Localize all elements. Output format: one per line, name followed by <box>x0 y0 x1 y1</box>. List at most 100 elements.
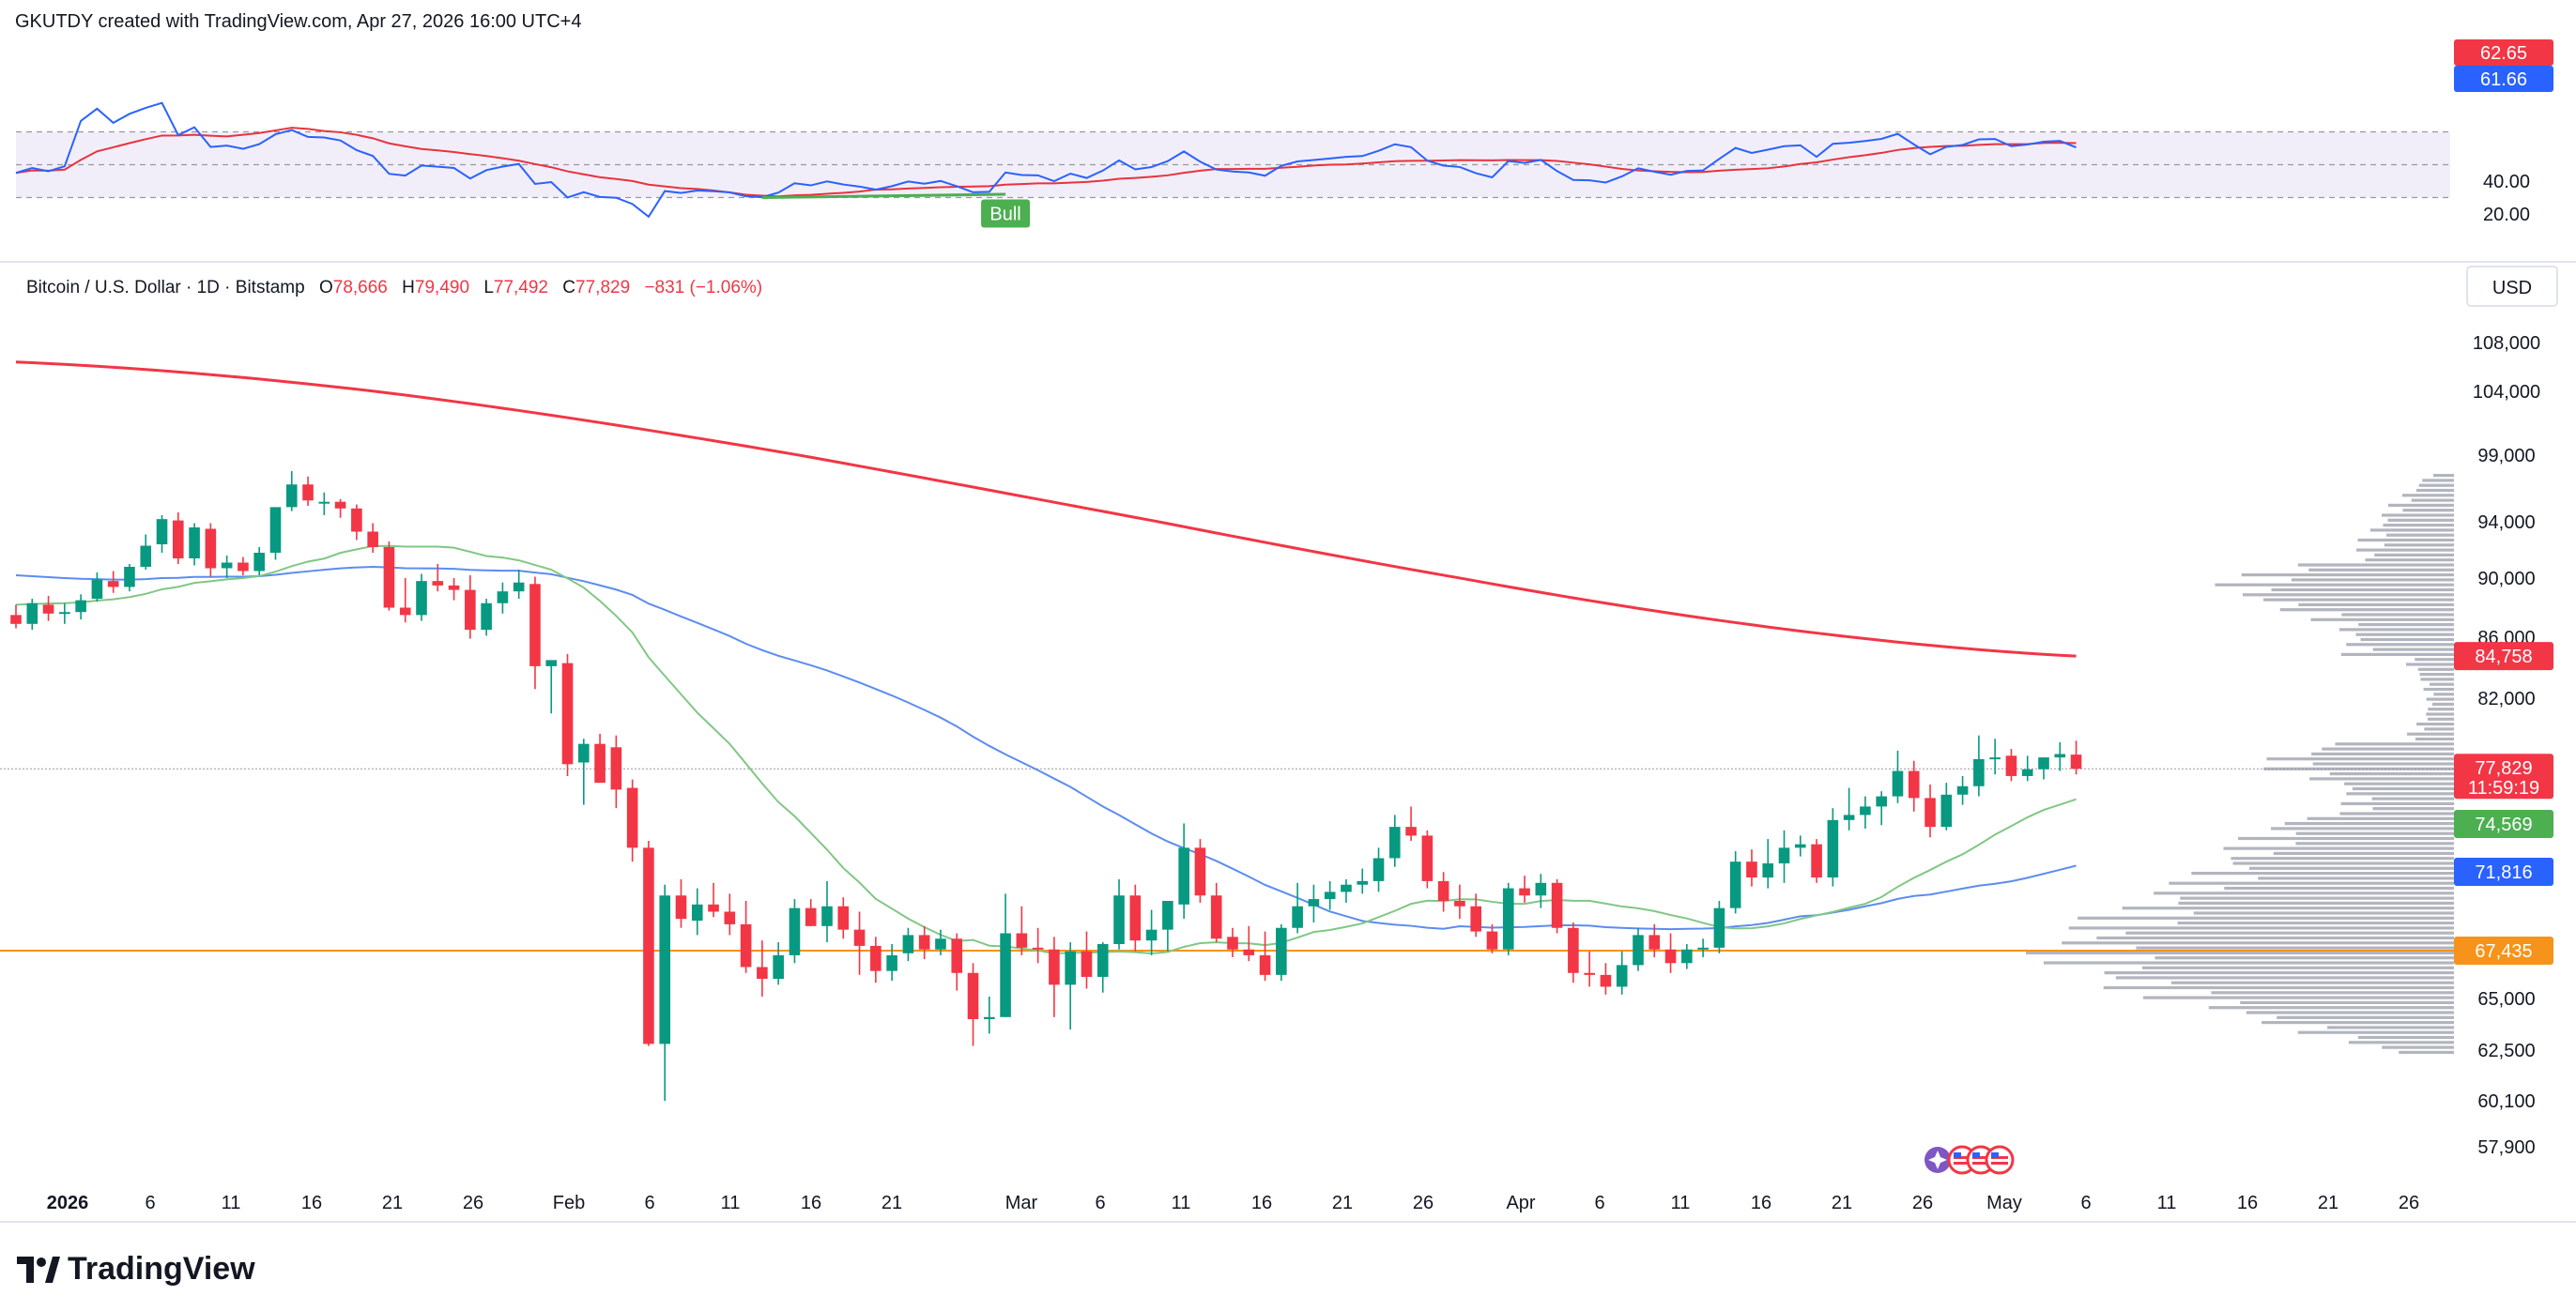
candle <box>1827 808 1839 887</box>
candle-body <box>2021 769 2033 776</box>
candle-body <box>1421 835 1434 881</box>
volume-profile-bar <box>2307 816 2454 820</box>
x-tick-label: Feb <box>553 1193 585 1213</box>
volume-profile-bar <box>2238 836 2454 841</box>
volume-profile-bar <box>2340 801 2454 805</box>
volume-profile-bar <box>2284 822 2454 826</box>
candle <box>416 573 427 621</box>
candle-body <box>1454 900 1465 907</box>
sparkle-icon[interactable] <box>1924 1147 1951 1173</box>
candle-body <box>1178 847 1189 905</box>
volume-profile-bar <box>2346 643 2454 647</box>
candle-body <box>91 579 103 600</box>
volume-profile-bar <box>2329 772 2454 776</box>
time-axis[interactable]: 2026 6 11 16 21 26 Feb 6 11 16 21 Mar 6 11 16 21 26 Apr 6 1… <box>47 1193 2419 1213</box>
volume-profile-bar <box>2433 693 2454 696</box>
candle-body <box>432 581 444 586</box>
candle <box>1210 882 1222 943</box>
volume-profile-bar <box>2418 483 2454 487</box>
candle-body <box>1372 858 1385 881</box>
candle-body <box>1876 796 1887 807</box>
candle-body <box>951 938 963 973</box>
candle-body <box>205 528 217 569</box>
volume-profile-bar <box>2136 946 2454 950</box>
candle <box>870 937 882 983</box>
candle-body <box>1357 880 1369 885</box>
x-tick-label: 21 <box>882 1193 902 1213</box>
candle-body <box>1568 927 1579 973</box>
candle <box>205 523 217 577</box>
candle <box>1454 884 1465 920</box>
candle <box>1162 900 1173 952</box>
candle <box>1372 847 1385 892</box>
candle-body <box>351 508 362 532</box>
candle <box>789 899 801 964</box>
volume-profile-bar <box>2154 956 2454 960</box>
candle-body <box>318 501 330 504</box>
tradingview-logo[interactable]: TradingView <box>17 1251 255 1288</box>
candle-body <box>757 967 768 980</box>
volume-profile-bar <box>2382 513 2454 517</box>
volume-profile-bar <box>2068 926 2454 930</box>
volume-profile-bar <box>2154 892 2454 895</box>
volume-profile-bar <box>2419 673 2454 677</box>
volume-profile-bar <box>2417 667 2454 671</box>
chart-legend: Bitcoin / U.S. Dollar · 1D · Bitstamp O7… <box>26 278 762 297</box>
candle-body <box>1681 949 1693 964</box>
candle <box>1746 849 1757 887</box>
candle-body <box>1016 933 1028 948</box>
x-tick-label: 6 <box>2080 1193 2091 1213</box>
logo-text: TradingView <box>68 1251 255 1287</box>
candle <box>367 523 378 553</box>
candle <box>1762 839 1774 889</box>
volume-profile-bar <box>2169 881 2454 885</box>
candle-body <box>1616 965 1628 987</box>
volume-profile-bar <box>2242 593 2454 597</box>
candle <box>1616 951 1628 995</box>
currency-label: USD <box>2492 278 2532 298</box>
volume-profile-bar <box>2025 951 2454 954</box>
candle <box>75 594 86 620</box>
volume-profile-bar <box>2295 842 2454 846</box>
candle <box>675 878 687 928</box>
x-tick-label: 26 <box>1912 1193 1933 1213</box>
candle-body <box>156 519 168 544</box>
candle-body <box>42 604 54 614</box>
volume-profile-bar <box>2266 757 2454 761</box>
candle-body <box>691 904 703 922</box>
candle-body <box>1843 815 1855 820</box>
candle-body <box>594 743 606 784</box>
candle-body <box>173 520 184 558</box>
volume-profile-bar <box>2246 1011 2454 1014</box>
volume-profile-bar <box>2429 682 2454 686</box>
x-tick-label: 11 <box>1172 1193 1191 1213</box>
volume-profile-bar <box>2369 528 2454 532</box>
volume-profile-bar <box>2411 498 2454 502</box>
candle-body <box>1194 847 1206 896</box>
candle <box>334 498 346 518</box>
volume-profile-bar <box>2170 981 2454 984</box>
candle <box>2005 749 2017 782</box>
candle-body <box>26 602 38 624</box>
tradingview-logo-icon <box>17 1256 60 1283</box>
candle <box>91 572 103 602</box>
event-icons[interactable] <box>1924 1145 2015 1175</box>
candle <box>285 471 298 511</box>
candle-body <box>610 747 622 790</box>
main-panel <box>0 360 2460 1101</box>
volume-profile-bar <box>2384 543 2454 547</box>
candle <box>1584 951 1595 987</box>
currency-button[interactable] <box>2466 266 2558 307</box>
candle <box>740 900 752 973</box>
volume-profile-bar <box>2310 617 2454 621</box>
x-tick-label: 11 <box>222 1193 241 1213</box>
volume-profile <box>2025 474 2454 1054</box>
volume-profile-bar <box>2432 474 2454 478</box>
price-axis[interactable]: USD 108,000104,00099,00094,00090,00086,0… <box>2454 266 2558 1158</box>
candle-body <box>448 585 460 590</box>
volume-profile-bar <box>2385 533 2454 537</box>
us-flag-icon[interactable] <box>1985 1145 2015 1175</box>
volume-profile-bar <box>2263 598 2454 602</box>
legend-low: 77,492 <box>494 278 548 297</box>
